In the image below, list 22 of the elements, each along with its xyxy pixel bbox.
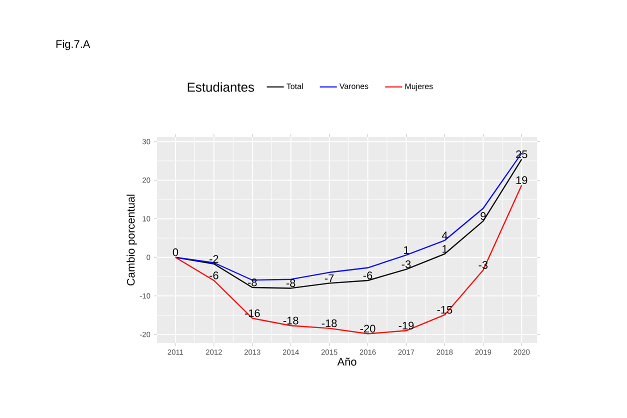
- data-label: -8: [248, 278, 257, 286]
- data-label: -18: [322, 319, 337, 328]
- data-label: 4: [442, 232, 448, 240]
- legend-title: Estudiantes: [188, 82, 254, 92]
- x-axis-title: Año: [337, 358, 356, 366]
- data-label: -18: [283, 316, 298, 324]
- data-label: -3: [402, 260, 411, 268]
- data-label: 19: [516, 176, 528, 184]
- data-label: -6: [210, 272, 218, 280]
- data-label: 1: [404, 246, 409, 254]
- data-label: -2: [210, 255, 218, 263]
- data-label: -20: [360, 324, 376, 333]
- data-label: 1: [442, 245, 448, 253]
- y-axis-title: Cambio porcentual: [126, 194, 137, 286]
- chart-title: Fig.7.A: [56, 40, 90, 50]
- data-label: 25: [516, 150, 528, 158]
- line-series: [174, 184, 522, 334]
- data-label: -6: [363, 272, 372, 280]
- data-label: 0: [172, 248, 178, 256]
- data-label: -19: [398, 322, 414, 330]
- data-label: -8: [286, 279, 296, 288]
- data-label: -7: [324, 274, 334, 282]
